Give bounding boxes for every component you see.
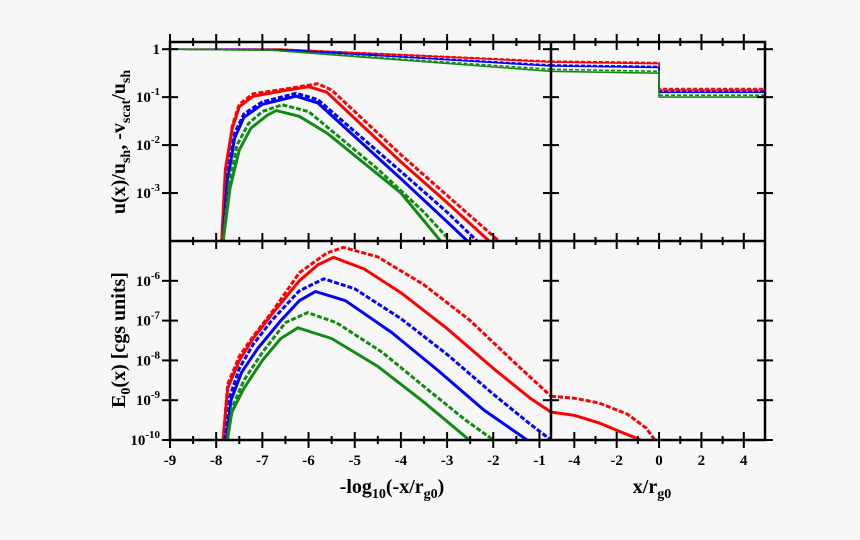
bottom-right-line-E0-red-dashed [551, 394, 657, 440]
y-axis-label-bottom: E0(x) [cgs units] [108, 272, 134, 408]
y-tick-label: 10-2 [136, 134, 161, 154]
y-tick-label: 10-6 [136, 270, 161, 290]
top-left-line-vscat-red [220, 85, 491, 241]
y-tick-label: 1 [153, 42, 161, 58]
bottom-right-series [551, 394, 657, 440]
x-tick-label: -2 [487, 453, 500, 469]
x-tick-label: -7 [256, 453, 269, 469]
bottom-left-line-E0-green [225, 326, 471, 440]
frame [168, 40, 767, 442]
bottom-left-line-E0-blue [224, 290, 528, 440]
bottom-left-line-E0-blue-dashed [223, 277, 551, 440]
top-left-line-u-red [170, 48, 551, 63]
bottom-left-line-E0-red-dashed [221, 245, 551, 440]
bottom-left-series [221, 245, 551, 440]
y-tick-label: 10-7 [136, 310, 161, 330]
top-left-line-vscat-blue [221, 94, 469, 241]
y-tick-label: 10-9 [136, 389, 161, 409]
x-tick-label: -4 [395, 453, 408, 469]
top-left-line-vscat-green [221, 109, 442, 241]
x-tick-label: -8 [210, 453, 223, 469]
top-right-line-u-blue-dashed [551, 64, 765, 93]
series-layer [170, 48, 765, 440]
x-tick-label: -9 [164, 453, 177, 469]
x-tick-label: 2 [698, 453, 706, 469]
bottom-left-line-E0-green-dashed [225, 311, 495, 440]
x-tick-label: -1 [533, 453, 546, 469]
x-tick-label: 4 [740, 453, 748, 469]
x-tick-label: -4 [568, 453, 581, 469]
y-axis-label-top: u(x)/ush, -vscat/ush [108, 70, 134, 214]
bottom-right-line-E0-red [551, 410, 642, 440]
top-right-line-u-green-dashed [551, 68, 765, 96]
y-tick-label: 10-8 [136, 349, 161, 369]
top-right-series [551, 60, 765, 98]
x-tick-label: 0 [655, 453, 663, 469]
x-tick-label: -2 [610, 453, 623, 469]
y-tick-label: 10-1 [136, 86, 160, 106]
top-left-series [170, 48, 551, 241]
top-right-line-u-green [551, 70, 765, 98]
x-axis-label-right: x/rg0 [633, 476, 671, 502]
x-axis-label-left: -log10(-x/rg0) [340, 476, 445, 502]
x-tick-label: -6 [302, 453, 315, 469]
bottom-left-line-E0-red [221, 255, 551, 440]
tick-layer: -9 -8 -7 -6 -5 -4 -3 -2 -1 -4 -2 0 2 4 1 10-1 10-2 10-3 10… [130, 34, 773, 469]
x-tick-label: -3 [441, 453, 454, 469]
top-left-line-vscat-green-dashed [221, 103, 452, 241]
x-tick-label: -5 [348, 453, 361, 469]
y-tick-label: 10-10 [130, 429, 160, 449]
top-left-line-u-green-dashed [170, 48, 551, 71]
y-tick-label: 10-3 [136, 182, 161, 202]
